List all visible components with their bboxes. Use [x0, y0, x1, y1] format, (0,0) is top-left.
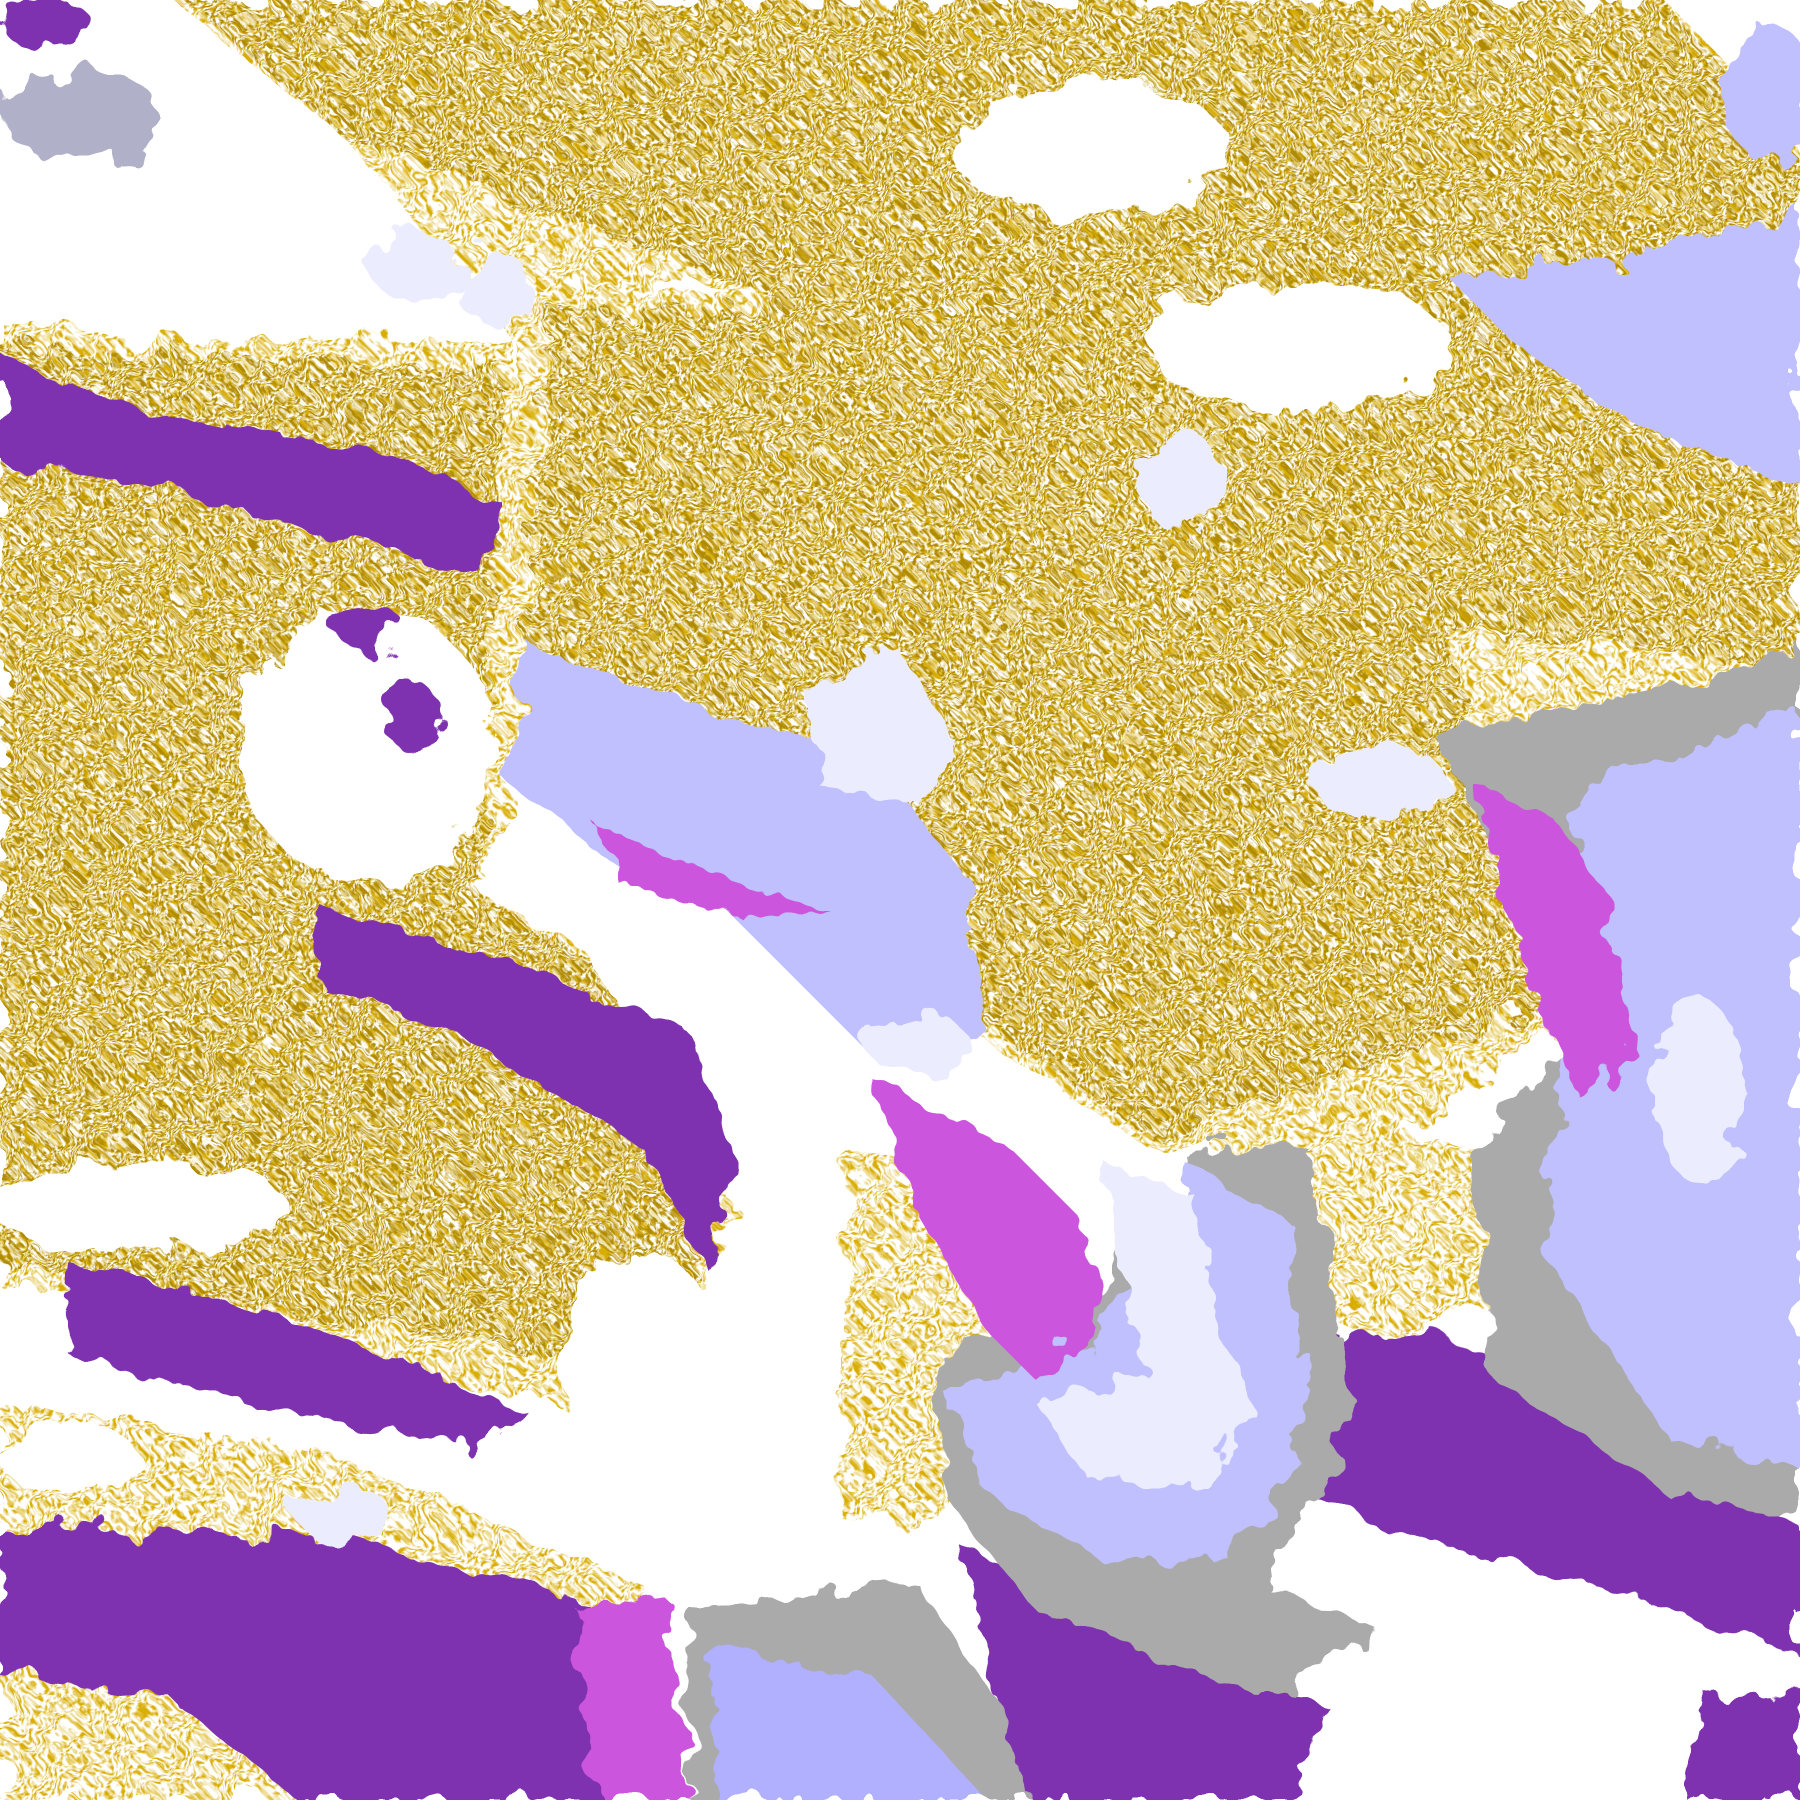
clear-patch [952, 80, 1229, 219]
purple-patch [1687, 1687, 1800, 1800]
clear-patches [0, 80, 1688, 1774]
lavender-bottom [711, 1641, 988, 1800]
lavender-cloud-south [952, 1170, 1309, 1562]
purple-band-southwest [0, 1526, 643, 1800]
clear-patch [1147, 275, 1447, 414]
lavender-cloud-northeast-corner [1721, 22, 1800, 161]
clear-patch [0, 1159, 287, 1252]
clear-patch [241, 608, 494, 884]
purple-patch [0, 0, 92, 46]
high-cloud-layer [0, 22, 1800, 1800]
pale-cloud-cell [1142, 430, 1223, 534]
dark-gold-region-center [528, 298, 1550, 1137]
lavender-cloud-northeast [1446, 206, 1800, 483]
magenta-cloud-southwest [573, 1595, 689, 1800]
gray-cloud-northwest [0, 68, 161, 161]
pale-cloud-cell [453, 252, 534, 322]
purple-band-northwest [0, 355, 506, 574]
magenta-cloud-south [872, 1079, 1103, 1378]
pale-cloud-center [803, 642, 953, 804]
pale-cloud-south [1033, 1159, 1263, 1493]
purple-band-west [321, 906, 735, 1275]
lavender-cloud-center [505, 642, 988, 1057]
pale-cloud-cell [367, 229, 460, 299]
pale-cloud-cell [1308, 746, 1447, 816]
purple-region-southeast [1262, 1331, 1800, 1654]
pale-cloud-cell [866, 1015, 971, 1074]
clear-patch [0, 1423, 138, 1493]
purple-band-west-lower [68, 1262, 529, 1447]
purple-patch [384, 683, 442, 752]
magenta-cloud-east [1469, 780, 1631, 1103]
clear-patch [11, 160, 356, 345]
purple-patch [332, 602, 402, 649]
pale-cloud-cell [1653, 998, 1745, 1183]
clear-patch [1297, 1647, 1688, 1774]
pale-cloud-cell [298, 1486, 391, 1545]
clear-corridor [539, 872, 850, 1562]
